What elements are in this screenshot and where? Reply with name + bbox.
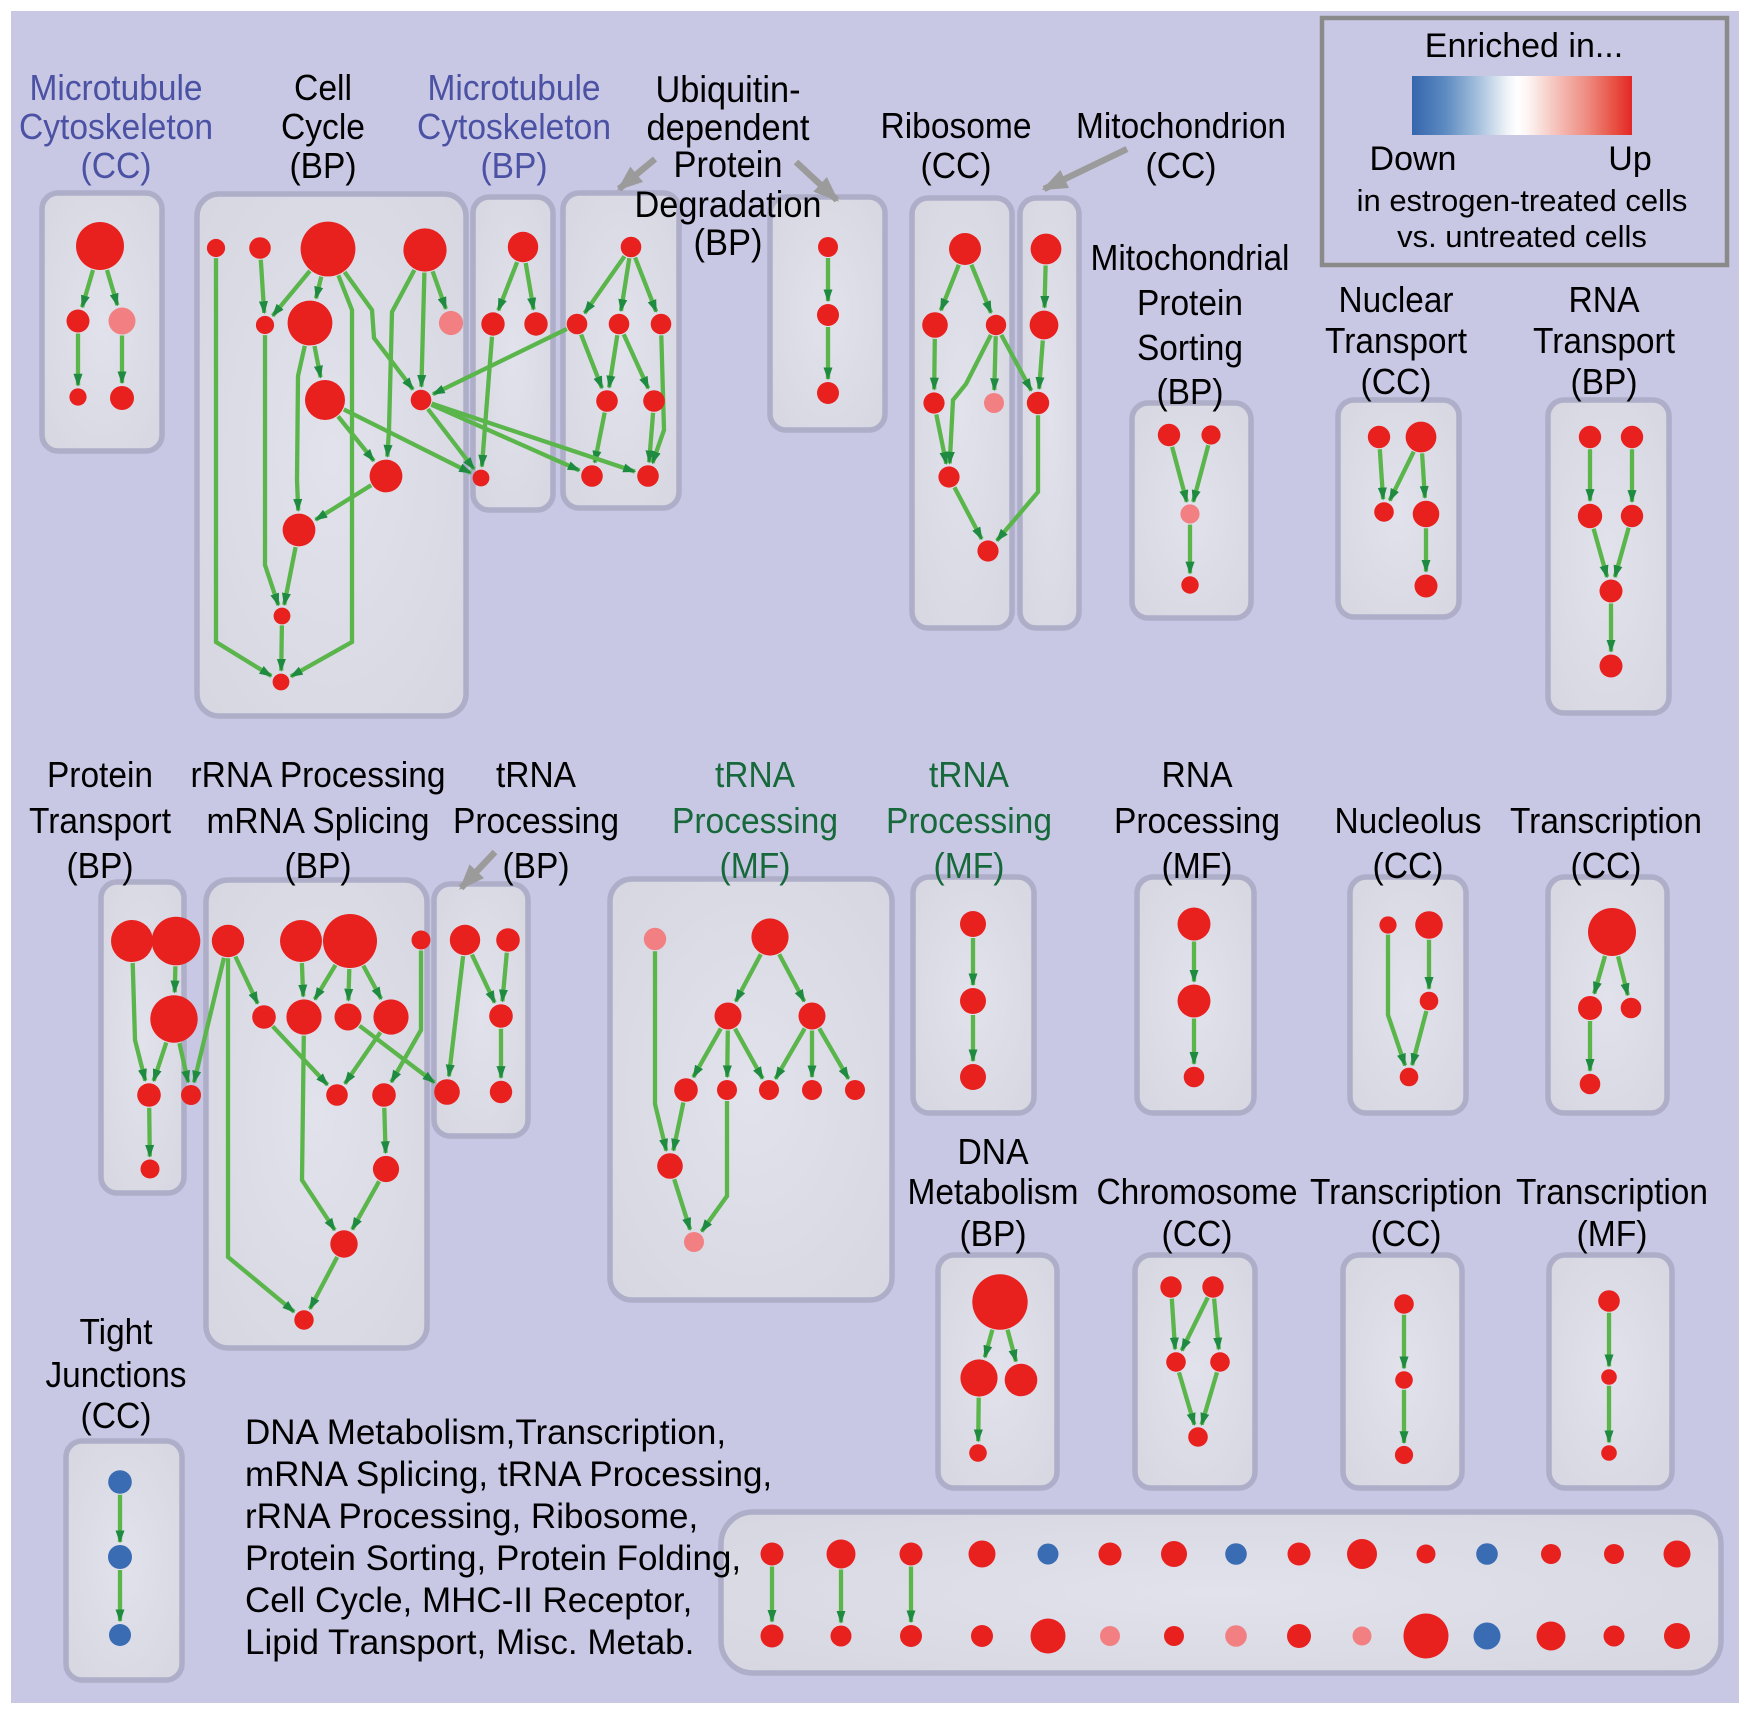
svg-text:Cell Cycle, MHC-II Receptor,: Cell Cycle, MHC-II Receptor, (245, 1581, 692, 1620)
svg-text:Enriched in...: Enriched in... (1425, 27, 1623, 65)
svg-text:Protein: Protein (674, 144, 783, 185)
svg-text:(CC): (CC) (1571, 845, 1642, 886)
svg-text:Protein: Protein (1137, 282, 1243, 323)
svg-text:(MF): (MF) (720, 845, 791, 886)
svg-text:Processing: Processing (1114, 800, 1280, 841)
svg-text:dependent: dependent (647, 107, 811, 148)
svg-text:Down: Down (1370, 140, 1457, 178)
svg-text:rRNA Processing: rRNA Processing (191, 754, 446, 795)
svg-text:Mitochondrion: Mitochondrion (1076, 105, 1286, 146)
svg-text:(CC): (CC) (1361, 361, 1432, 402)
svg-text:(MF): (MF) (1162, 845, 1233, 886)
svg-text:Microtubule: Microtubule (30, 67, 203, 108)
svg-text:rRNA Processing, Ribosome,: rRNA Processing, Ribosome, (245, 1497, 698, 1536)
svg-text:Metabolism: Metabolism (908, 1171, 1079, 1212)
svg-text:(BP): (BP) (503, 845, 570, 886)
svg-text:(BP): (BP) (67, 845, 134, 886)
svg-text:Transport: Transport (1325, 320, 1467, 361)
svg-text:Nuclear: Nuclear (1339, 279, 1454, 320)
svg-text:(BP): (BP) (285, 845, 352, 886)
svg-text:Protein: Protein (47, 754, 153, 795)
svg-text:mRNA Splicing, tRNA Processing: mRNA Splicing, tRNA Processing, (245, 1455, 772, 1494)
svg-text:DNA Metabolism,Transcription,: DNA Metabolism,Transcription, (245, 1413, 726, 1452)
svg-text:DNA: DNA (958, 1131, 1029, 1172)
svg-text:(CC): (CC) (81, 1395, 152, 1436)
svg-text:(BP): (BP) (290, 145, 357, 186)
svg-text:Lipid Transport, Misc. Metab.: Lipid Transport, Misc. Metab. (245, 1623, 694, 1662)
svg-text:Ribosome: Ribosome (881, 105, 1032, 146)
svg-text:mRNA Splicing: mRNA Splicing (207, 800, 430, 841)
svg-text:Junctions: Junctions (46, 1354, 187, 1395)
svg-text:in estrogen-treated cells: in estrogen-treated cells (1357, 183, 1688, 218)
svg-text:Transcription: Transcription (1310, 1171, 1502, 1212)
svg-text:(CC): (CC) (81, 145, 152, 186)
svg-text:(CC): (CC) (1371, 1213, 1442, 1254)
svg-text:Ubiquitin-: Ubiquitin- (656, 69, 801, 110)
svg-text:Cytoskeleton: Cytoskeleton (19, 106, 213, 147)
svg-text:Transport: Transport (29, 800, 171, 841)
svg-text:(CC): (CC) (921, 145, 992, 186)
svg-text:Microtubule: Microtubule (428, 67, 601, 108)
svg-text:(BP): (BP) (1571, 361, 1638, 402)
svg-text:Nucleolus: Nucleolus (1335, 800, 1482, 841)
svg-text:(BP): (BP) (481, 145, 548, 186)
svg-text:Up: Up (1608, 140, 1651, 178)
svg-text:Protein Sorting, Protein Foldi: Protein Sorting, Protein Folding, (245, 1539, 741, 1578)
svg-text:tRNA: tRNA (496, 754, 576, 795)
svg-text:(BP): (BP) (960, 1213, 1027, 1254)
svg-text:(BP): (BP) (694, 222, 763, 263)
svg-text:Processing: Processing (886, 800, 1052, 841)
svg-text:(CC): (CC) (1373, 845, 1444, 886)
svg-text:Tight: Tight (80, 1311, 153, 1352)
svg-text:(CC): (CC) (1162, 1213, 1233, 1254)
svg-text:Chromosome: Chromosome (1097, 1171, 1298, 1212)
svg-text:Cell: Cell (294, 67, 352, 108)
svg-text:tRNA: tRNA (929, 754, 1009, 795)
svg-text:(BP): (BP) (1157, 371, 1224, 412)
svg-text:Processing: Processing (672, 800, 838, 841)
svg-text:Degradation: Degradation (635, 184, 822, 225)
svg-text:RNA: RNA (1569, 279, 1640, 320)
svg-text:Transcription: Transcription (1510, 800, 1702, 841)
svg-text:Mitochondrial: Mitochondrial (1091, 237, 1290, 278)
svg-text:Transcription: Transcription (1516, 1171, 1708, 1212)
svg-text:tRNA: tRNA (715, 754, 795, 795)
svg-text:RNA: RNA (1162, 754, 1233, 795)
svg-text:(CC): (CC) (1146, 145, 1217, 186)
svg-text:vs. untreated cells: vs. untreated cells (1397, 219, 1647, 254)
svg-text:(MF): (MF) (934, 845, 1005, 886)
svg-text:Processing: Processing (453, 800, 619, 841)
svg-text:Transport: Transport (1533, 320, 1675, 361)
svg-text:(MF): (MF) (1577, 1213, 1648, 1254)
svg-text:Cycle: Cycle (281, 106, 365, 147)
svg-text:Sorting: Sorting (1137, 327, 1243, 368)
svg-text:Cytoskeleton: Cytoskeleton (417, 106, 611, 147)
